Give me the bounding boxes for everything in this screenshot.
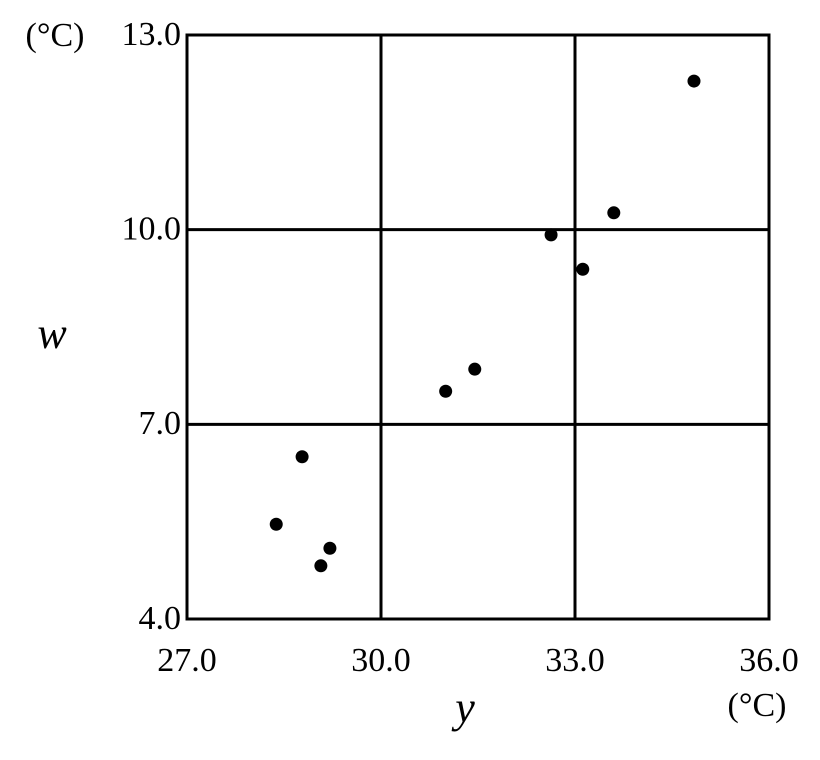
x-tick-label: 30.0 xyxy=(351,642,411,679)
x-axis-label: y xyxy=(451,683,475,732)
point xyxy=(468,362,482,376)
point xyxy=(687,74,701,88)
y-tick-label: 7.0 xyxy=(139,405,182,442)
point xyxy=(544,228,558,242)
point xyxy=(576,262,590,276)
y-tick-label: 10.0 xyxy=(122,210,182,247)
y-tick-label: 13.0 xyxy=(122,16,182,53)
x-unit: (°C) xyxy=(728,687,787,724)
point xyxy=(269,517,283,531)
point xyxy=(323,541,337,555)
x-tick-label: 27.0 xyxy=(157,642,217,679)
point xyxy=(295,450,309,464)
x-tick-label: 33.0 xyxy=(545,642,605,679)
y-tick-label: 4.0 xyxy=(139,600,182,637)
x-tick-label: 36.0 xyxy=(739,642,799,679)
y-unit: (°C) xyxy=(26,17,85,54)
point xyxy=(314,559,328,573)
y-axis-label: w xyxy=(37,309,67,358)
point xyxy=(607,206,621,220)
point xyxy=(439,384,453,398)
